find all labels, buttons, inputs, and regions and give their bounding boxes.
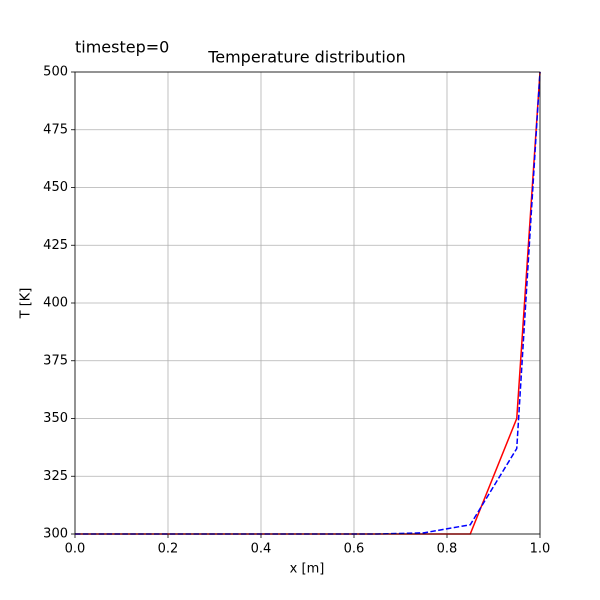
x-tick-label: 1.0 xyxy=(530,542,551,557)
annotation: timestep=0 xyxy=(75,38,169,57)
y-tick-label: 475 xyxy=(43,122,68,137)
y-tick-label: 300 xyxy=(43,527,68,542)
y-tick-label: 375 xyxy=(43,353,68,368)
y-tick-label: 425 xyxy=(43,238,68,253)
x-tick-label: 0.4 xyxy=(251,542,272,557)
y-tick-label: 350 xyxy=(43,411,68,426)
x-axis-label: x [m] xyxy=(290,562,325,577)
chart-title: Temperature distribution xyxy=(207,48,406,67)
plot-frame xyxy=(74,71,541,535)
x-tick-label: 0.2 xyxy=(158,542,179,557)
y-axis-label: T [K] xyxy=(19,288,34,320)
y-tick-label: 450 xyxy=(43,180,68,195)
y-tick-label: 325 xyxy=(43,469,68,484)
y-tick-label: 500 xyxy=(43,65,68,80)
y-tick-label: 400 xyxy=(43,296,68,311)
x-tick-label: 0.8 xyxy=(437,542,458,557)
x-tick-label: 0.6 xyxy=(344,542,365,557)
x-tick-label: 0.0 xyxy=(65,542,86,557)
